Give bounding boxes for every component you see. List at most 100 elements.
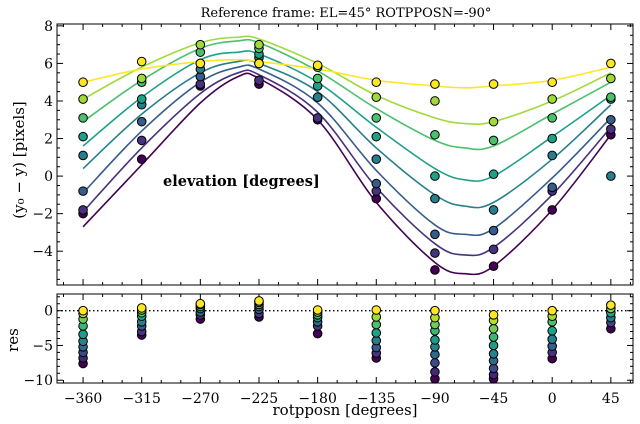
data-point xyxy=(371,154,382,164)
data-point xyxy=(488,79,499,89)
data-point xyxy=(606,114,616,125)
data-point xyxy=(430,171,440,181)
data-point xyxy=(195,58,206,69)
bottom-y-tick-label: −5 xyxy=(32,338,53,354)
x-axis-label: rotpposn [degrees] xyxy=(273,401,418,419)
data-point xyxy=(547,150,558,161)
top-y-tick-label: 8 xyxy=(44,19,53,35)
data-point xyxy=(136,135,147,146)
data-point xyxy=(371,131,382,142)
residual-point xyxy=(136,303,147,313)
top-y-tick-label: −4 xyxy=(32,244,53,260)
data-point xyxy=(371,92,382,103)
data-point xyxy=(78,205,88,215)
data-point xyxy=(136,116,147,127)
data-point xyxy=(430,248,440,258)
data-point xyxy=(488,135,499,146)
top-y-tick-label: 2 xyxy=(44,132,53,148)
data-point xyxy=(78,131,88,142)
data-point xyxy=(254,39,264,50)
data-point xyxy=(78,77,88,88)
data-point xyxy=(78,186,88,196)
x-tick-label: −360 xyxy=(64,391,102,407)
residual-point xyxy=(547,326,558,336)
bottom-panel: −360 −315 −270 −225 −180 −135 −90 −45 0 45−10−50 … xyxy=(4,293,634,419)
residual-point xyxy=(430,335,440,345)
x-tick-label: 45 xyxy=(602,391,620,407)
residual-point xyxy=(547,305,558,316)
data-point xyxy=(136,154,147,164)
bottom-y-tick-label: −10 xyxy=(23,373,53,389)
data-point xyxy=(195,39,206,50)
data-point xyxy=(488,116,499,127)
data-point xyxy=(371,113,382,123)
data-point xyxy=(136,94,147,104)
data-point xyxy=(312,73,323,84)
top-y-axis-label: (y₀ − y) [pixels] xyxy=(10,101,28,218)
x-tick-label: −45 xyxy=(479,391,509,407)
data-point xyxy=(547,113,558,123)
residual-point xyxy=(488,348,499,359)
data-point xyxy=(488,225,499,236)
fit-curve xyxy=(82,72,612,276)
data-point xyxy=(606,124,616,134)
residual-point xyxy=(430,305,440,316)
chart-title: Reference frame: EL=45° ROTPPOSN=-90° xyxy=(201,6,492,21)
data-point xyxy=(254,58,264,69)
data-point xyxy=(430,229,440,240)
fit-curve xyxy=(82,35,612,126)
residual-point xyxy=(488,332,499,342)
residual-point xyxy=(78,329,88,340)
x-tick-label: −225 xyxy=(240,391,278,407)
x-tick-label: −180 xyxy=(298,391,336,407)
data-point xyxy=(606,171,616,181)
data-point xyxy=(312,92,323,103)
residual-point xyxy=(195,298,206,309)
data-point xyxy=(488,244,499,255)
x-tick-label: −315 xyxy=(122,391,160,407)
data-point xyxy=(606,58,616,69)
residual-point xyxy=(312,305,323,315)
data-point xyxy=(371,77,382,88)
top-annotation: elevation [degrees] xyxy=(163,173,320,190)
residual-point xyxy=(254,296,264,306)
top-y-tick-label: 6 xyxy=(44,56,53,72)
data-point xyxy=(78,94,88,104)
x-tick-label: −135 xyxy=(357,391,395,407)
residual-point xyxy=(371,305,382,315)
data-point xyxy=(488,205,499,215)
fit-curve xyxy=(82,64,612,237)
top-y-tick-label: 4 xyxy=(44,94,53,110)
data-point xyxy=(547,94,558,104)
fit-curve xyxy=(82,69,612,257)
data-point xyxy=(430,129,440,140)
residual-point xyxy=(430,358,440,368)
data-point xyxy=(430,193,440,204)
top-axes-frame xyxy=(56,23,634,286)
top-y-tick-label: −2 xyxy=(32,207,53,223)
fit-curve xyxy=(82,59,612,209)
data-point xyxy=(430,265,440,275)
data-point xyxy=(312,60,323,71)
residual-point xyxy=(606,300,616,310)
residual-point xyxy=(488,310,499,320)
x-tick-label: −270 xyxy=(181,391,219,407)
data-point xyxy=(78,150,88,161)
data-point xyxy=(606,73,616,84)
top-y-tick-label: 0 xyxy=(44,169,53,185)
residual-point xyxy=(430,367,440,377)
data-point xyxy=(488,169,499,180)
residual-point xyxy=(488,340,499,351)
residual-point xyxy=(547,334,558,344)
data-point xyxy=(430,79,440,89)
data-point xyxy=(312,113,323,123)
bottom-y-axis-label: res xyxy=(4,328,22,352)
fit-curve xyxy=(82,50,612,182)
data-point xyxy=(547,77,558,88)
x-tick-label: −90 xyxy=(420,391,450,407)
residual-point xyxy=(488,323,499,334)
data-point xyxy=(547,205,558,215)
data-point xyxy=(547,182,558,193)
data-point xyxy=(547,133,558,144)
